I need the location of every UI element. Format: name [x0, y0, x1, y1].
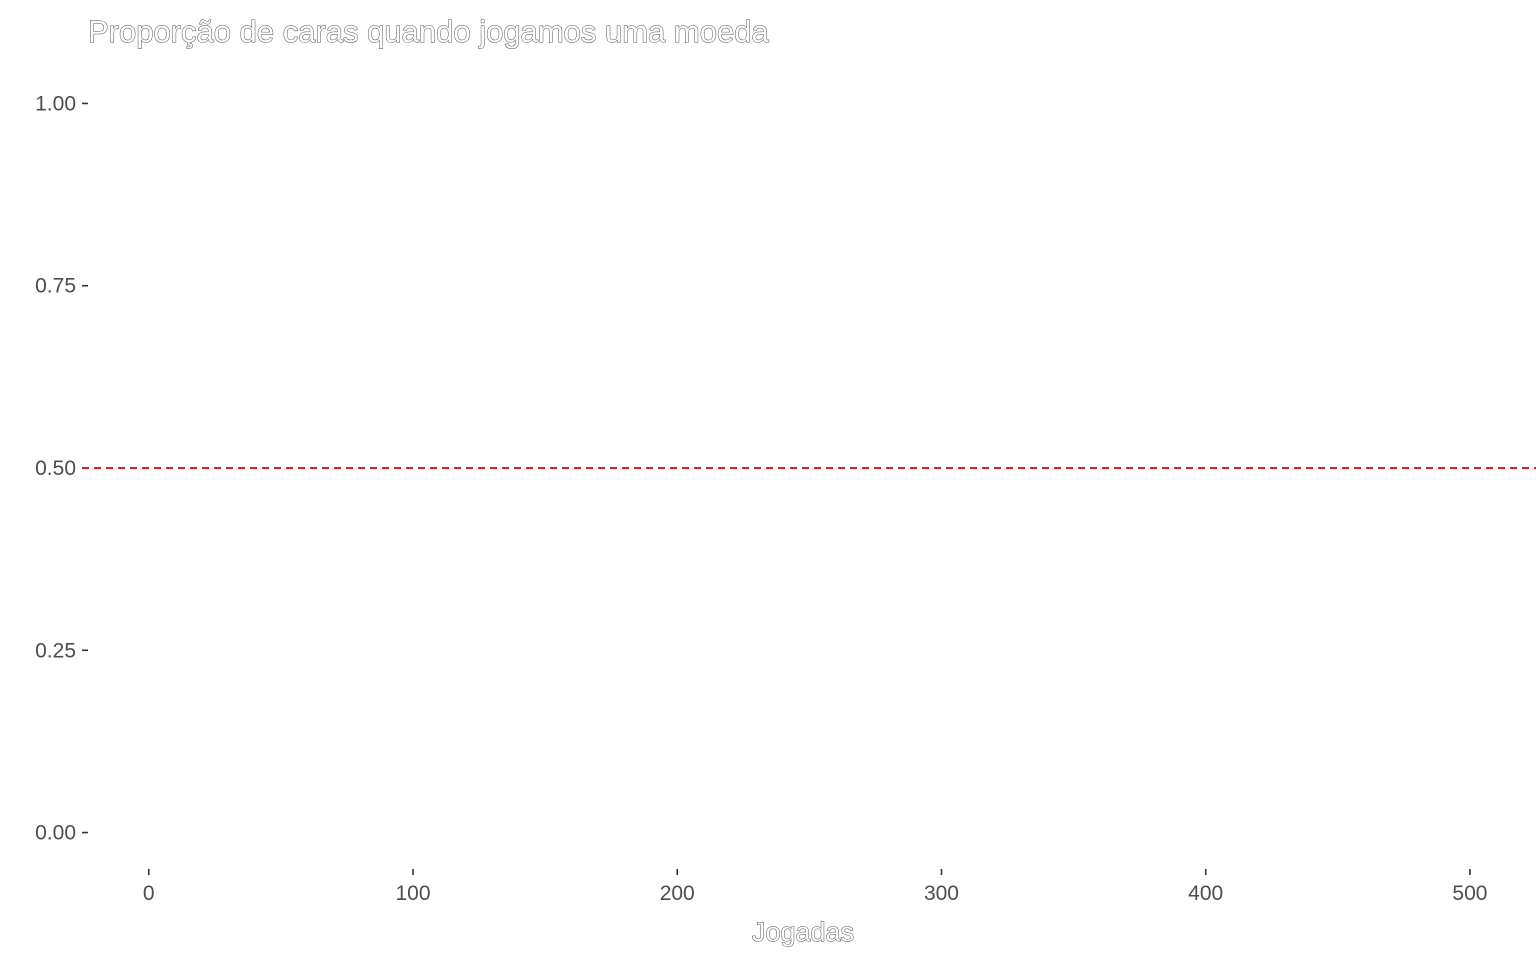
x-tick-label: 500	[1452, 882, 1487, 905]
x-tick-label: 400	[1188, 882, 1223, 905]
x-tick-label: 0	[143, 882, 155, 905]
y-tick-label: 0.00	[35, 822, 76, 845]
x-axis-label: Jogadas	[752, 917, 854, 947]
y-axis: 0.00 0.25 0.50 0.75 1.00	[35, 92, 88, 845]
y-tick-label: 0.25	[35, 639, 76, 662]
chart-title: Proporção de caras quando jogamos uma mo…	[88, 14, 769, 49]
y-tick-label: 0.50	[35, 457, 76, 480]
y-tick-label: 1.00	[35, 92, 76, 115]
y-tick-label: 0.75	[35, 275, 76, 298]
x-tick-label: 300	[924, 882, 959, 905]
x-tick-label: 100	[395, 882, 430, 905]
x-axis: 0 100 200 300 400 500	[143, 869, 1487, 905]
x-tick-label: 200	[660, 882, 695, 905]
